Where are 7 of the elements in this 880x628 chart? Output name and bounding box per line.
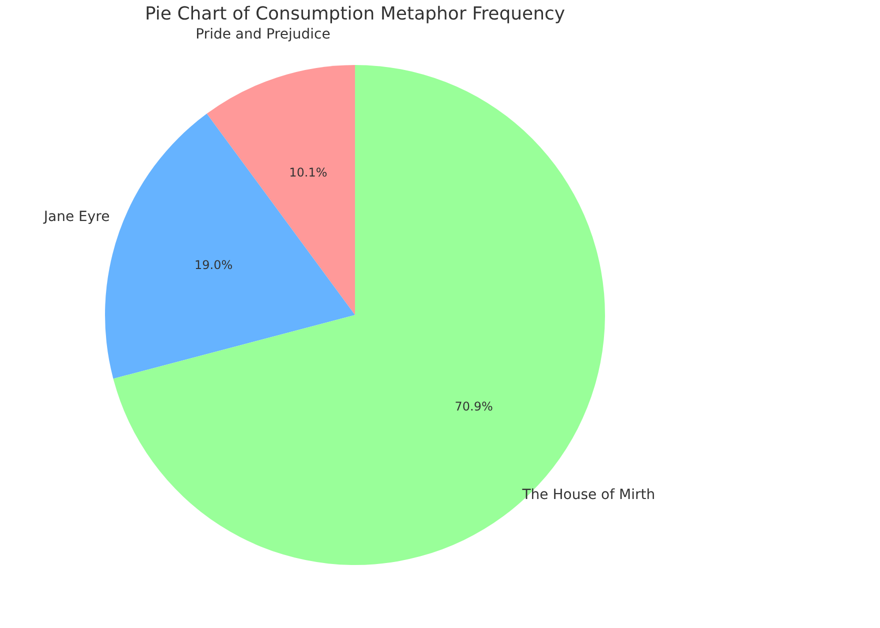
slice-label: The House of Mirth (521, 487, 656, 504)
data-label: 10.1% (289, 165, 328, 180)
data-label: 70.9% (454, 400, 493, 414)
slice-label: Pride and Prejudice (196, 26, 330, 43)
chart-title: Pie Chart of Consumption Metaphor Frequency (144, 4, 566, 25)
data-label: 19.0% (194, 258, 233, 272)
slice-label: Jane Eyre (42, 208, 110, 225)
